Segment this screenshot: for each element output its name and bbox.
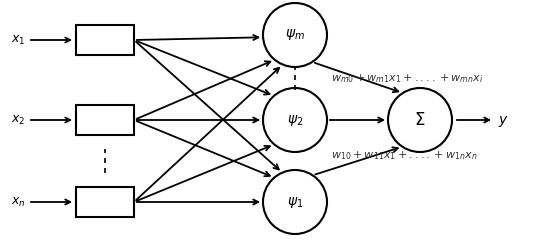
- Ellipse shape: [263, 88, 327, 152]
- Text: $\psi_m$: $\psi_m$: [285, 28, 305, 42]
- Ellipse shape: [263, 3, 327, 67]
- Text: $\psi_1$: $\psi_1$: [287, 194, 303, 210]
- FancyBboxPatch shape: [76, 187, 134, 217]
- FancyBboxPatch shape: [76, 105, 134, 135]
- Text: $x_n$: $x_n$: [11, 195, 25, 209]
- Text: $\Sigma$: $\Sigma$: [414, 111, 425, 129]
- Text: $w_{10}+w_{11}x_1+....+w_{1n}x_n$: $w_{10}+w_{11}x_1+....+w_{1n}x_n$: [331, 149, 478, 162]
- Text: y: y: [498, 113, 506, 127]
- Text: $x_2$: $x_2$: [11, 114, 25, 126]
- Ellipse shape: [388, 88, 452, 152]
- Ellipse shape: [263, 170, 327, 234]
- Text: $w_{m0}+w_{m1}x_1+....+w_{mn}x_i$: $w_{m0}+w_{m1}x_1+....+w_{mn}x_i$: [331, 72, 483, 85]
- Text: $x_1$: $x_1$: [11, 33, 25, 47]
- Text: $\psi_2$: $\psi_2$: [287, 113, 303, 127]
- FancyBboxPatch shape: [76, 25, 134, 55]
